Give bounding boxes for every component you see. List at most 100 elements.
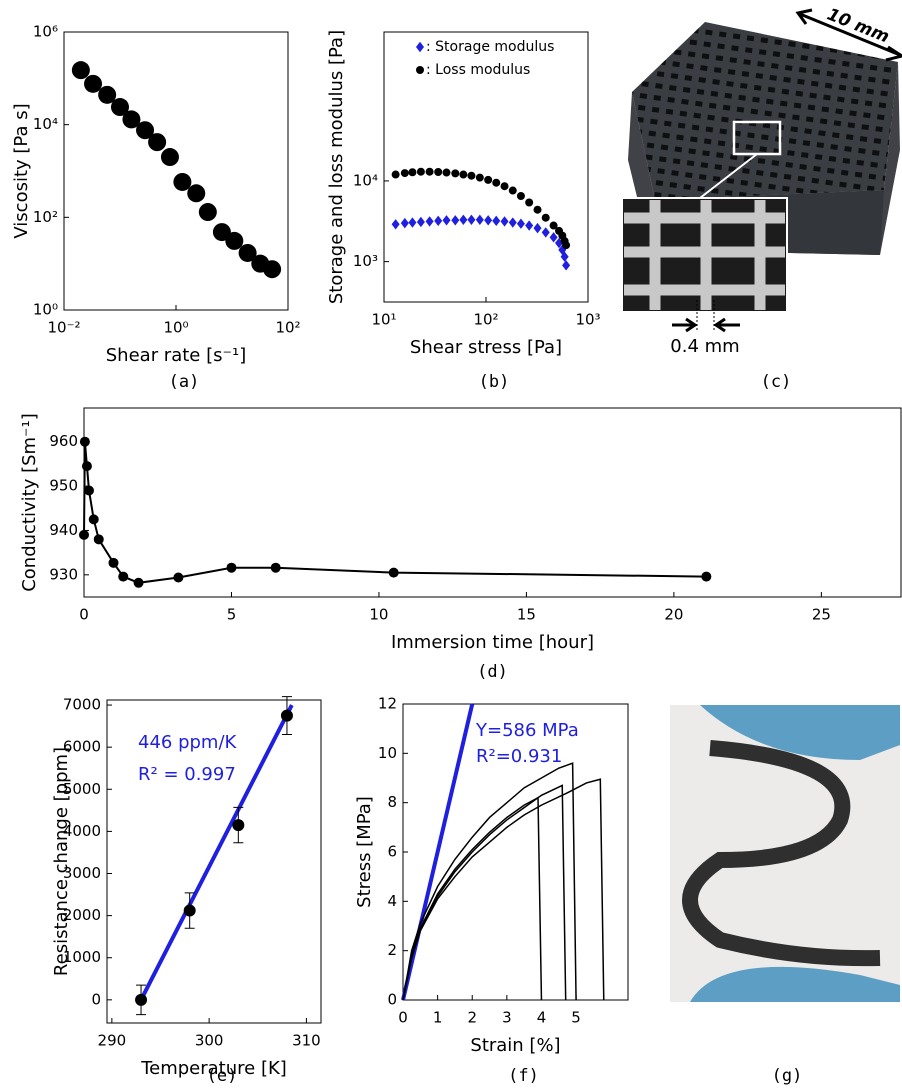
spacing-label: 0.4 mm [670, 336, 739, 357]
marker [434, 215, 443, 227]
marker [226, 562, 237, 573]
y-tick-label: 10 [378, 744, 397, 762]
annotation: R² = 0.997 [138, 764, 236, 785]
x-axis-label: Temperature [K] [140, 1058, 287, 1079]
marker [118, 571, 129, 582]
curve [402, 778, 605, 1001]
marker [442, 168, 451, 177]
y-tick-label: 0 [387, 991, 397, 1009]
x-tick-label: 5 [227, 606, 237, 624]
curve [402, 796, 543, 1001]
marker [500, 182, 509, 191]
marker [451, 169, 460, 178]
marker [183, 904, 196, 917]
marker [541, 213, 550, 222]
marker [459, 170, 468, 179]
y-tick-label: 3000 [63, 864, 101, 882]
y-tick-label: 2000 [63, 906, 101, 924]
marker [434, 167, 443, 176]
marker [225, 231, 244, 250]
marker [270, 562, 281, 573]
y-tick-label: 4000 [63, 822, 101, 840]
panel-label: (a) [169, 372, 200, 392]
legend-entry: : Loss modulus [426, 62, 530, 78]
y-tick-label: 930 [49, 565, 78, 583]
y-axis-label: Stress [MPa] [354, 796, 375, 908]
marker [388, 567, 399, 578]
y-tick-label: 8 [387, 793, 397, 811]
photo-g: (g) [670, 705, 900, 1086]
marker [467, 171, 476, 180]
marker [408, 168, 417, 177]
marker [280, 709, 293, 722]
marker [263, 260, 282, 279]
x-tick-label: 10³ [575, 311, 600, 329]
y-tick-label: 2 [387, 941, 397, 959]
x-tick-label: 5 [571, 1009, 581, 1027]
marker [122, 110, 141, 129]
x-tick-label: 25 [812, 606, 831, 624]
marker [136, 121, 155, 140]
marker [98, 85, 117, 104]
marker [451, 215, 460, 226]
marker [71, 61, 90, 80]
marker [425, 167, 434, 176]
x-tick-label: 4 [537, 1009, 547, 1027]
marker [160, 148, 179, 167]
legend-entry: : Storage modulus [426, 39, 554, 55]
marker [391, 219, 400, 230]
y-tick-label: 7000 [63, 696, 101, 714]
marker [484, 215, 493, 226]
marker [459, 214, 468, 225]
y-tick-label: 10² [33, 208, 58, 226]
marker [148, 133, 167, 152]
marker [533, 205, 542, 214]
x-axis-label: Immersion time [hour] [391, 632, 594, 653]
marker [508, 186, 517, 195]
marker [173, 172, 192, 191]
dimension-arrow [795, 8, 902, 62]
y-tick-label: 940 [49, 521, 78, 539]
x-tick-label: 290 [98, 1032, 127, 1050]
marker [416, 66, 424, 74]
y-tick-label: 0 [91, 990, 101, 1008]
marker [541, 227, 550, 238]
dim-arrows [672, 317, 740, 333]
marker [416, 167, 425, 176]
x-tick-label: 300 [195, 1032, 224, 1050]
annotation: 446 ppm/K [138, 732, 238, 753]
y-tick-label: 10⁶ [33, 23, 58, 41]
y-tick-label: 950 [49, 477, 78, 495]
marker [79, 436, 90, 447]
marker [508, 217, 517, 228]
marker [111, 98, 129, 117]
marker [475, 214, 484, 225]
marker [525, 220, 534, 231]
x-tick-label: 20 [664, 606, 683, 624]
marker [492, 178, 501, 187]
marker [238, 243, 257, 262]
x-tick-label: 10⁻² [47, 319, 80, 337]
x-tick-label: 3 [502, 1009, 512, 1027]
marker [212, 223, 231, 242]
x-tick-label: 310 [292, 1032, 321, 1050]
glove-top [700, 705, 900, 760]
inset-grid [624, 200, 785, 310]
photo-c: 0.4 mm 10 mm (c) [621, 5, 902, 392]
marker [442, 215, 451, 226]
plot-frame [106, 699, 322, 1024]
marker [525, 198, 534, 207]
fit-line [139, 704, 294, 1001]
fit-line [401, 703, 475, 1001]
x-tick-label: 15 [517, 606, 536, 624]
curve [402, 762, 577, 1001]
marker [79, 529, 89, 540]
x-axis-label: Shear rate [s⁻¹] [106, 345, 246, 366]
line [83, 441, 707, 584]
panel-label: (c) [761, 372, 792, 392]
panel-label: (b) [479, 372, 510, 392]
marker [416, 41, 424, 53]
panel-label: (d) [477, 662, 508, 682]
y-tick-label: 10³ [353, 252, 378, 270]
